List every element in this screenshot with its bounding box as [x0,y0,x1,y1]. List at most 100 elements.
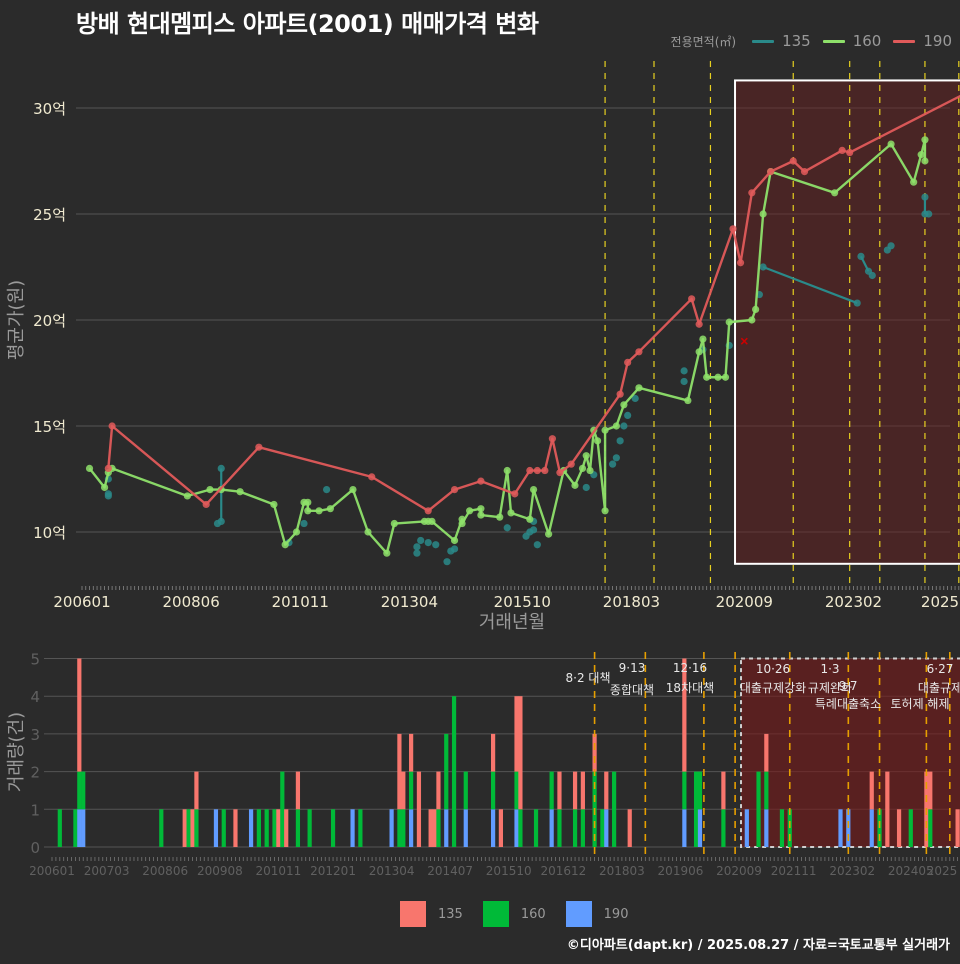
bar-segment-135 [498,809,504,847]
bar-stack [233,809,238,847]
bar-stack [463,771,468,847]
y-tick-label: 10억 [33,524,66,542]
data-point [616,437,624,445]
data-point [921,136,929,144]
bar-stack [444,733,449,847]
policy-name-label: 대출규제 [918,681,960,695]
bar-segment-160 [514,771,519,810]
bar-segment-135 [397,733,402,810]
data-point [582,483,590,492]
data-point [887,242,895,250]
bar-stack [580,771,585,847]
data-point [526,466,534,475]
series-160 [85,136,929,557]
bar-stack [498,809,504,847]
data-point [910,178,918,186]
bar-legend-item-160: 160 [482,901,546,927]
bar-segment-160 [194,809,199,847]
bar-stack [276,809,281,847]
bar-stack [756,771,761,847]
bar-segment-190 [77,809,82,847]
bar-segment-135 [409,733,414,772]
series-135 [104,193,933,566]
bar-segment-190 [350,809,355,847]
bar-x-tick-label: 202009 [716,864,762,878]
data-point [424,539,432,547]
bar-x-tick-label: 200908 [197,864,243,878]
bar-legend-item-190: 190 [565,901,628,927]
bar-segment-190 [846,809,851,847]
data-point [503,466,511,475]
bar-stack [490,733,496,847]
bar-stack [81,771,86,847]
bar-stack [885,771,890,847]
policy-date-label: 10·26 [756,662,790,676]
data-point [545,530,553,538]
data-point [217,517,225,526]
bar-legend-swatch-160 [482,901,509,927]
data-point [853,299,861,307]
bar-segment-160 [908,809,913,847]
bar-segment-190 [604,809,609,847]
bar-segment-160 [81,771,86,810]
bar-stack [838,809,843,847]
data-point [624,411,632,419]
bar-segment-135 [416,771,422,847]
data-point [925,210,933,218]
data-point [236,488,244,496]
bar-segment-190 [213,809,219,847]
data-point [789,157,797,165]
bar-stack [549,771,554,847]
bar-highlight-box [740,657,960,848]
y-tick-label: 25억 [33,206,66,224]
bar-stack [389,809,394,847]
bar-segment-135 [276,809,281,847]
bar-segment-190 [490,809,496,847]
bar-legend: 135 160 190 [400,901,638,927]
bar-y-tick-label: 0 [30,839,40,857]
bar-segment-160 [272,809,277,847]
data-point [443,558,451,566]
bar-stack [397,733,402,847]
bar-segment-190 [444,809,449,847]
data-point [612,422,620,430]
outlier-marker [740,337,748,345]
bar-x-tick-label: 202405 [888,864,934,878]
policy-date-label: 9·13 [619,661,646,675]
bar-stack [451,696,457,847]
data-point [183,492,191,500]
bar-stack [57,809,62,847]
bar-segment-160 [787,809,792,847]
data-point [217,464,225,472]
data-point [458,519,466,528]
bar-y-axis-label: 거래량(건) [6,712,27,792]
policy-date-label: 12·16 [673,661,707,675]
data-point [887,140,895,148]
line-chart-panel: 10억 15억 20억 25억 30억 200601 200806 201011 201304 2… [6,61,960,633]
bar-x-tick-label: 201011 [255,864,301,878]
data-point [721,373,730,381]
bar-y-tick-label: 3 [30,726,40,744]
bar-segment-135 [432,809,437,847]
x-tick-label: 201304 [381,593,438,611]
bar-stack [307,809,312,847]
bar-stack [221,809,226,847]
bar-y-tick-label: 5 [30,651,40,669]
policy-name-label: 8·2 대책 [566,670,611,685]
data-point [413,549,421,557]
bar-stack [409,733,414,847]
bar-segment-160 [518,809,523,847]
bar-stack [744,809,749,847]
legend-item-190: 190 [893,32,952,50]
data-point [364,528,372,536]
bar-stack [908,809,913,847]
bar-segment-190 [744,809,749,847]
data-point [368,473,376,481]
line-legend: 전용면적(㎡) 135 160 190 [671,32,952,50]
bar-stack [869,771,874,847]
data-point [326,505,334,513]
bar-segment-160 [682,771,687,810]
bar-segment-160 [307,809,312,847]
data-point [831,189,839,197]
data-point [616,390,624,398]
